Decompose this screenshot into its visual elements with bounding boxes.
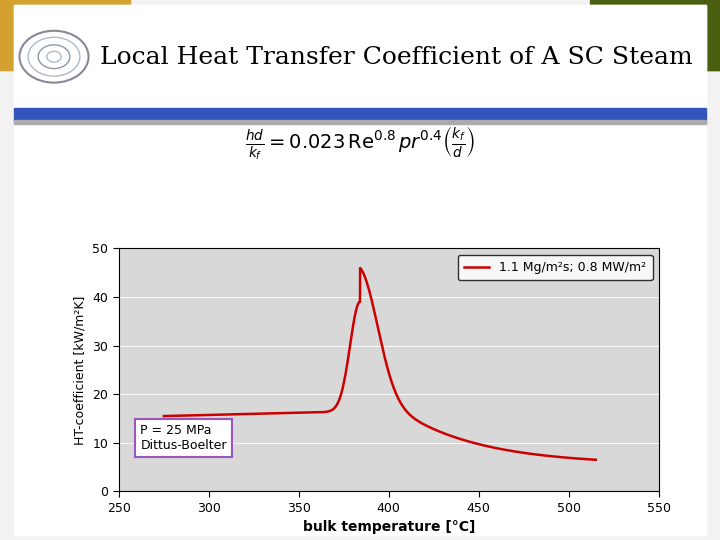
1.1 Mg/m²s; 0.8 MW/m² [209,411,217,418]
1.1 Mg/m²s; 0.8 MW/m² [583,456,592,462]
Bar [0,0,130,70]
1.1 Mg/m²s; 0.8 MW/m² [536,452,545,458]
Y-axis label: HT-coefficient [kW/m²K]: HT-coefficient [kW/m²K] [74,295,87,444]
Text: $\frac{hd}{k_f} = 0.023\,\mathrm{Re}^{0.8}\,pr^{0.4}\left(\frac{k_f}{d}\right)$: $\frac{hd}{k_f} = 0.023\,\mathrm{Re}^{0.… [245,124,475,162]
Circle shape [19,31,89,83]
Text: Local Heat Transfer Coefficient of A SC Steam: Local Heat Transfer Coefficient of A SC … [99,46,693,69]
1.1 Mg/m²s; 0.8 MW/m² [325,408,334,414]
1.1 Mg/m²s; 0.8 MW/m² [592,456,600,463]
Bar [14,120,706,124]
Bar [14,108,706,122]
Legend: 1.1 Mg/m²s; 0.8 MW/m²: 1.1 Mg/m²s; 0.8 MW/m² [458,255,652,280]
1.1 Mg/m²s; 0.8 MW/m² [235,411,243,417]
Bar [14,5,706,108]
1.1 Mg/m²s; 0.8 MW/m² [356,265,364,271]
X-axis label: bulk temperature [°C]: bulk temperature [°C] [302,521,475,535]
1.1 Mg/m²s; 0.8 MW/m² [160,413,168,419]
1.1 Mg/m²s; 0.8 MW/m² [344,355,353,361]
Bar [0,0,86,70]
Bar [634,0,720,70]
Text: P = 25 MPa
Dittus-Boelter: P = 25 MPa Dittus-Boelter [140,424,227,452]
Bar [590,0,720,70]
Line: 1.1 Mg/m²s; 0.8 MW/m²: 1.1 Mg/m²s; 0.8 MW/m² [164,268,596,460]
